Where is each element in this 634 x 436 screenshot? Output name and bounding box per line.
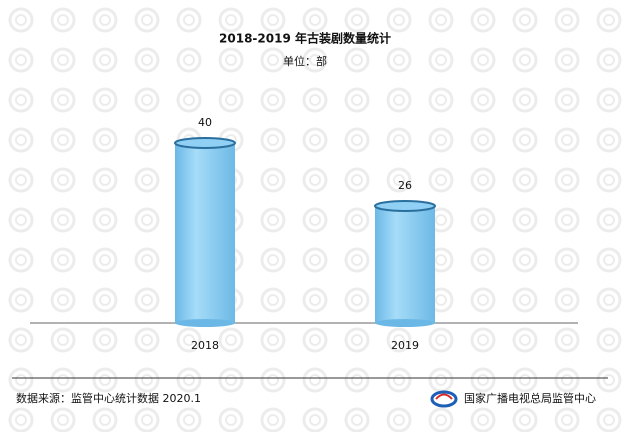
value-label: 40 (198, 116, 212, 129)
chart-subtitle: 单位：部 (283, 54, 327, 68)
bar-cap (374, 200, 436, 212)
source-note: 数据来源：监管中心统计数据 2020.1 (16, 391, 201, 405)
logo (430, 390, 458, 408)
bar-bottom (175, 319, 235, 327)
bar (375, 206, 435, 323)
x-tick-label: 2018 (191, 339, 219, 352)
chart-title: 2018-2019 年古装剧数量统计 (219, 31, 391, 46)
bar-cap (174, 137, 236, 149)
value-label: 26 (398, 179, 412, 192)
x-tick-label: 2019 (391, 339, 419, 352)
bar (175, 143, 235, 323)
bar-bottom (375, 319, 435, 327)
logo-text: 国家广播电视总局监管中心 (464, 391, 596, 405)
